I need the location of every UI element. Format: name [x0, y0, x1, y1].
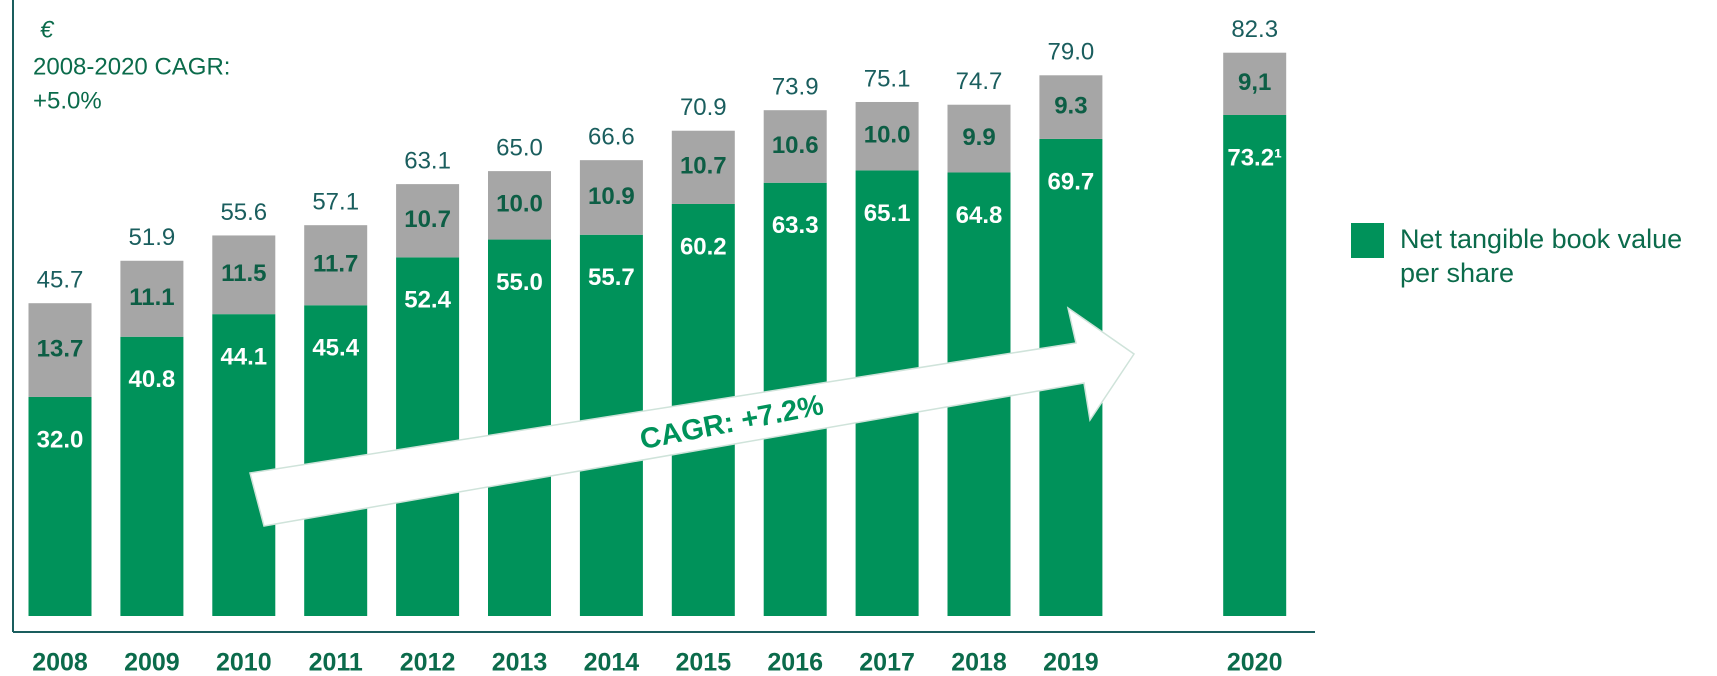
x-tick-label: 2008 [32, 649, 88, 676]
x-tick-label: 2013 [492, 649, 548, 676]
value-label: 10.7 [404, 206, 451, 233]
value-label: 11.5 [221, 260, 266, 287]
bar-segment [763, 110, 827, 183]
total-label: 73.9 [772, 74, 819, 101]
value-label: 10.9 [588, 183, 635, 210]
value-label: 10.0 [496, 191, 543, 218]
x-tick-label: 2014 [584, 649, 640, 676]
value-label: 10.6 [772, 132, 819, 159]
x-tick-label: 2018 [951, 649, 1007, 676]
x-tick-label: 2015 [675, 649, 731, 676]
x-tick-label: 2012 [400, 649, 456, 676]
bar-segment [579, 160, 643, 235]
x-tick-label: 2017 [859, 649, 915, 676]
value-label: 69.7 [1048, 168, 1095, 195]
x-tick-label: 2019 [1043, 649, 1099, 676]
value-label: 11.1 [129, 284, 174, 311]
total-label: 51.9 [129, 224, 176, 251]
value-label: 40.8 [129, 366, 176, 393]
legend-label: Net tangible book value per share [1400, 224, 1683, 288]
total-label: 70.9 [680, 94, 727, 121]
value-label: 9,1 [1238, 69, 1271, 96]
value-label: 73.2¹ [1227, 144, 1282, 171]
value-label: 9.9 [962, 124, 995, 151]
x-tick-label: 2020 [1227, 649, 1283, 676]
bar-segment [396, 184, 460, 258]
value-label: 11.7 [313, 251, 358, 278]
total-label: 65.0 [496, 134, 543, 161]
value-label: 45.4 [312, 335, 359, 362]
total-label: 79.0 [1048, 39, 1095, 66]
cagr-note: +5.0% [33, 87, 102, 114]
total-label: 75.1 [864, 65, 911, 92]
bar-segment [671, 130, 735, 204]
unit-label: € [40, 16, 55, 43]
value-label: 32.0 [37, 426, 84, 453]
bar-segment [212, 235, 276, 315]
x-tick-label: 2009 [124, 649, 180, 676]
bar-segment [1223, 52, 1287, 115]
total-label: 74.7 [956, 68, 1003, 95]
value-label: 44.1 [220, 344, 267, 371]
bar-segment [212, 314, 276, 616]
legend-swatch [1351, 223, 1384, 258]
total-label: 82.3 [1231, 16, 1278, 43]
value-label: 10.0 [864, 122, 911, 149]
x-tick-label: 2010 [216, 649, 272, 676]
bar-segment [28, 396, 92, 616]
total-label: 55.6 [220, 199, 267, 226]
bar-segment [1039, 75, 1103, 139]
value-label: 63.3 [772, 212, 819, 239]
x-tick-label: 2011 [309, 649, 363, 676]
bar-segment [120, 336, 184, 616]
total-label: 66.6 [588, 124, 635, 151]
total-label: 63.1 [404, 147, 451, 174]
value-label: 64.8 [956, 202, 1003, 229]
value-label: 65.1 [864, 200, 911, 227]
total-label: 45.7 [37, 267, 84, 294]
bar-segment [855, 101, 919, 171]
value-label: 60.2 [680, 233, 727, 260]
cagr-arrow [249, 306, 1136, 527]
value-label: 52.4 [404, 287, 451, 314]
bar-segment [488, 171, 551, 240]
bars: 32.0 13.7 45.7 2008 40.8 11.1 51.9 2009 44.1 11.5… [28, 16, 1287, 676]
bar-segment [1223, 114, 1287, 616]
total-label: 57.1 [312, 189, 359, 216]
value-label: 10.7 [680, 153, 727, 180]
value-label: 9.3 [1054, 92, 1087, 119]
bar-segment [396, 257, 460, 616]
bar-segment [120, 260, 184, 337]
bar-segment [28, 303, 92, 397]
value-label: 55.7 [588, 264, 635, 291]
cagr-note: 2008-2020 CAGR: [33, 53, 230, 80]
bar-segment [947, 104, 1011, 173]
value-label: 13.7 [37, 335, 84, 362]
value-label: 55.0 [496, 269, 543, 296]
x-tick-label: 2016 [767, 649, 823, 676]
bar-segment [304, 225, 368, 306]
